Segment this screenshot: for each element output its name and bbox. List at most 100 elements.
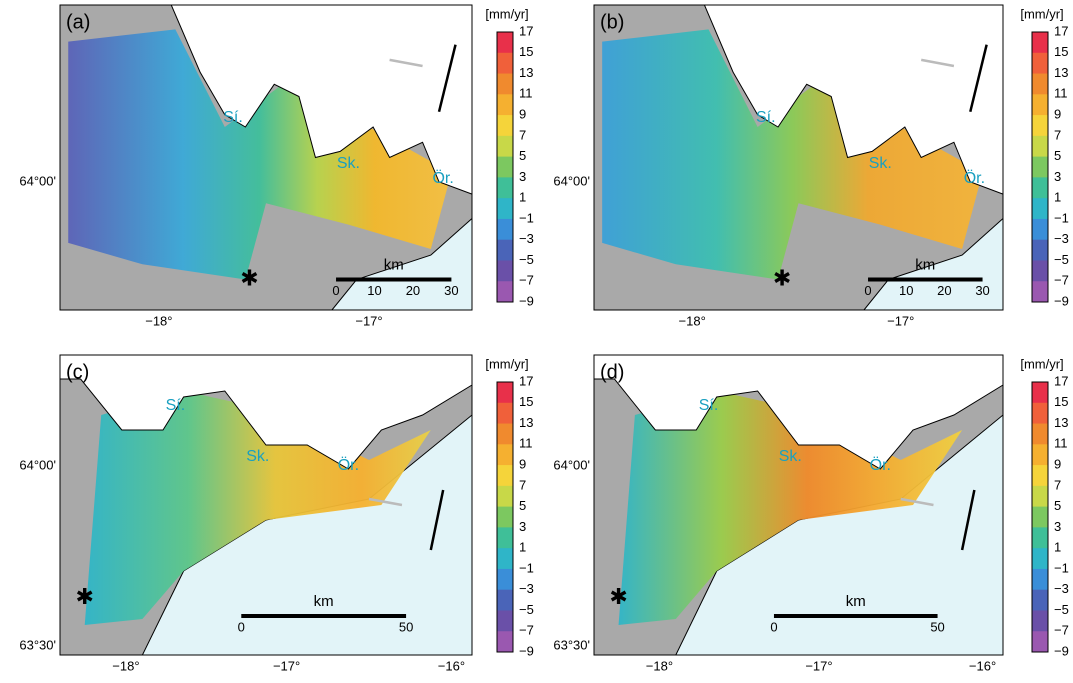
colorbar-segment xyxy=(497,260,513,282)
scale-tick: 30 xyxy=(975,283,989,298)
colorbar-tick: −3 xyxy=(1054,231,1069,246)
glacier xyxy=(703,4,1004,195)
lat-tick: 63°30' xyxy=(19,637,56,652)
colorbar-segment xyxy=(1032,239,1048,261)
scale-tick: 50 xyxy=(930,619,944,634)
place-name: Sk. xyxy=(246,448,269,465)
colorbar-segment xyxy=(497,568,513,591)
colorbar-segment xyxy=(497,527,513,549)
lon-tick: −17° xyxy=(887,313,914,328)
colorbar-tick: 3 xyxy=(1054,169,1061,184)
look-arrow xyxy=(389,58,423,68)
scale-tick: 20 xyxy=(406,283,420,298)
colorbar-tick: 9 xyxy=(1054,457,1061,472)
place-name: Sk. xyxy=(869,155,892,172)
scale-unit: km xyxy=(915,256,935,273)
colorbar-tick: −7 xyxy=(1054,623,1069,638)
colorbar-segment xyxy=(1032,506,1048,528)
place-name: Ör. xyxy=(338,456,359,474)
glacier xyxy=(593,354,1004,470)
lat-tick: 64°00' xyxy=(19,173,56,188)
scale-tick: 50 xyxy=(399,619,413,634)
lon-tick: −18° xyxy=(646,658,673,673)
scale-unit: km xyxy=(314,593,334,610)
look-arrow xyxy=(920,58,955,68)
colorbar-segment xyxy=(1032,94,1048,116)
place-name: Sí. xyxy=(223,109,243,126)
colorbar-tick: 5 xyxy=(519,148,526,163)
scale-bar xyxy=(868,277,983,282)
colorbar-tick: 11 xyxy=(1054,436,1068,451)
colorbar-tick: 7 xyxy=(1054,127,1061,142)
colorbar-tick: 1 xyxy=(519,540,526,555)
colorbar-segment xyxy=(497,589,513,611)
colorbar-segment xyxy=(497,156,513,178)
colorbar-tick: 3 xyxy=(1054,519,1061,534)
colorbar-segment xyxy=(1032,218,1048,241)
place-name: Sk. xyxy=(779,448,802,465)
colorbar-unit: [mm/yr] xyxy=(1020,6,1063,21)
scale-bar xyxy=(241,614,407,618)
colorbar-segment xyxy=(1032,631,1048,653)
colorbar-segment xyxy=(497,32,513,54)
colorbar-segment xyxy=(1032,423,1048,445)
colorbar-tick: −5 xyxy=(1054,602,1069,617)
place-name: Sí. xyxy=(699,397,719,414)
colorbar-segment xyxy=(497,506,513,528)
scale-bar xyxy=(773,614,938,618)
velocity-arrow xyxy=(437,44,457,113)
panel-label: (b) xyxy=(600,11,624,33)
lat-tick: 63°30' xyxy=(553,637,590,652)
colorbar-segment xyxy=(497,198,513,220)
colorbar-segment xyxy=(497,444,513,466)
colorbar-tick: 5 xyxy=(1054,148,1061,163)
colorbar-segment xyxy=(1032,156,1048,178)
colorbar-segment xyxy=(1032,177,1048,199)
colorbar-tick: 13 xyxy=(1054,415,1068,430)
colorbar-segment xyxy=(497,73,513,95)
look-arrow xyxy=(900,497,934,507)
colorbar-tick: 17 xyxy=(519,373,533,388)
place-name: Ör. xyxy=(432,169,453,187)
colorbar-tick: 15 xyxy=(519,394,533,409)
scale-tick: 30 xyxy=(444,283,458,298)
colorbar-tick: 11 xyxy=(519,86,533,101)
colorbar-segment xyxy=(1032,568,1048,591)
colorbar-frame xyxy=(1031,381,1049,653)
scale-tick: 0 xyxy=(770,619,777,634)
colorbar-segment xyxy=(1032,610,1048,632)
place-name: Ör. xyxy=(964,169,985,187)
colorbar-tick: 1 xyxy=(519,190,526,205)
colorbar-tick: −1 xyxy=(519,210,534,225)
colorbar-segment xyxy=(497,94,513,116)
colorbar-segment xyxy=(1032,52,1048,75)
colorbar-tick: 1 xyxy=(1054,540,1061,555)
colorbar-segment xyxy=(497,281,513,303)
colorbar-tick: 7 xyxy=(519,127,526,142)
colorbar-unit: [mm/yr] xyxy=(485,6,528,21)
colorbar-segment xyxy=(497,402,513,425)
scale-tick: 0 xyxy=(864,283,871,298)
scale-tick: 20 xyxy=(937,283,951,298)
colorbar-tick: −1 xyxy=(1054,560,1069,575)
velocity-arrow xyxy=(429,489,445,551)
scale-tick: 10 xyxy=(899,283,913,298)
colorbar-tick: −5 xyxy=(519,602,534,617)
lon-tick: −16° xyxy=(969,658,996,673)
colorbar-tick: 1 xyxy=(1054,190,1061,205)
colorbar-tick: 17 xyxy=(519,23,533,38)
colorbar-segment xyxy=(1032,444,1048,466)
velocity-arrow xyxy=(969,44,988,113)
lat-tick: 64°00' xyxy=(553,173,590,188)
colorbar-tick: 13 xyxy=(519,65,533,80)
colorbar-tick: 15 xyxy=(519,44,533,59)
lon-tick: −16° xyxy=(438,658,465,673)
colorbar-tick: 13 xyxy=(1054,65,1068,80)
colorbar-segment xyxy=(497,115,513,137)
place-name: Sk. xyxy=(337,155,360,172)
colorbar-tick: 17 xyxy=(1054,23,1068,38)
colorbar-segment xyxy=(1032,32,1048,54)
colorbar-tick: 5 xyxy=(519,498,526,513)
lon-tick: −17° xyxy=(805,658,832,673)
colorbar-tick: 9 xyxy=(519,457,526,472)
